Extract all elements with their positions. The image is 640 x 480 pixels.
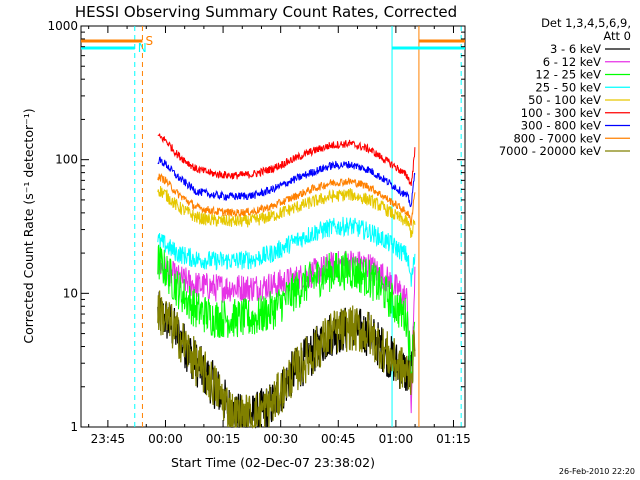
y-axis-label: Corrected Count Rate (s⁻¹ detector⁻¹)	[21, 108, 36, 343]
legend-label: 7000 - 20000 keV	[499, 144, 601, 158]
plot-frame	[80, 25, 466, 428]
x-tick-label: 00:15	[206, 432, 241, 446]
x-tick-label: 00:00	[148, 432, 183, 446]
chart-title: HESSI Observing Summary Count Rates, Cor…	[75, 3, 457, 21]
series-line	[157, 244, 416, 388]
footer-stamp: 26-Feb-2010 22:20	[559, 467, 635, 476]
x-axis-label: Start Time (02-Dec-07 23:38:02)	[171, 455, 375, 470]
legend-label: 100 - 300 keV	[521, 106, 601, 120]
legend-label: 50 - 100 keV	[528, 93, 601, 107]
y-tick-label: 100	[55, 153, 78, 167]
series-layer	[157, 133, 416, 429]
y-tick-label: 1000	[47, 19, 78, 33]
legend-header-line2: Att 0	[603, 29, 631, 43]
y-tick-label: 1	[70, 420, 78, 434]
series-line	[157, 290, 416, 429]
series-line	[157, 172, 416, 226]
y-tick-label: 10	[63, 286, 78, 300]
x-tick-label: 00:30	[263, 432, 298, 446]
legend-label: 300 - 800 keV	[521, 119, 601, 133]
x-tick-label: 23:45	[91, 432, 126, 446]
x-tick-label: 01:15	[436, 432, 471, 446]
marker-layer: S N	[81, 26, 465, 427]
legend-label: 25 - 50 keV	[535, 80, 601, 94]
x-tick-label: 01:00	[379, 432, 414, 446]
legend-header-line1: Det 1,3,4,5,6,9,	[541, 16, 631, 30]
series-line	[157, 216, 416, 287]
x-tick-label: 00:45	[321, 432, 356, 446]
legend-label: 12 - 25 keV	[535, 68, 601, 82]
series-line	[157, 185, 416, 239]
legend-label: 800 - 7000 keV	[513, 131, 601, 145]
series-line	[157, 133, 416, 186]
axis-layer: 23:45 00:00 00:15 00:30 00:45 01:00 01:15 1 10 10…	[47, 19, 470, 446]
legend-label: 6 - 12 keV	[543, 55, 601, 69]
saa-label: S	[145, 34, 153, 48]
legend-label: 3 - 6 keV	[550, 42, 601, 56]
series-line	[157, 156, 416, 208]
